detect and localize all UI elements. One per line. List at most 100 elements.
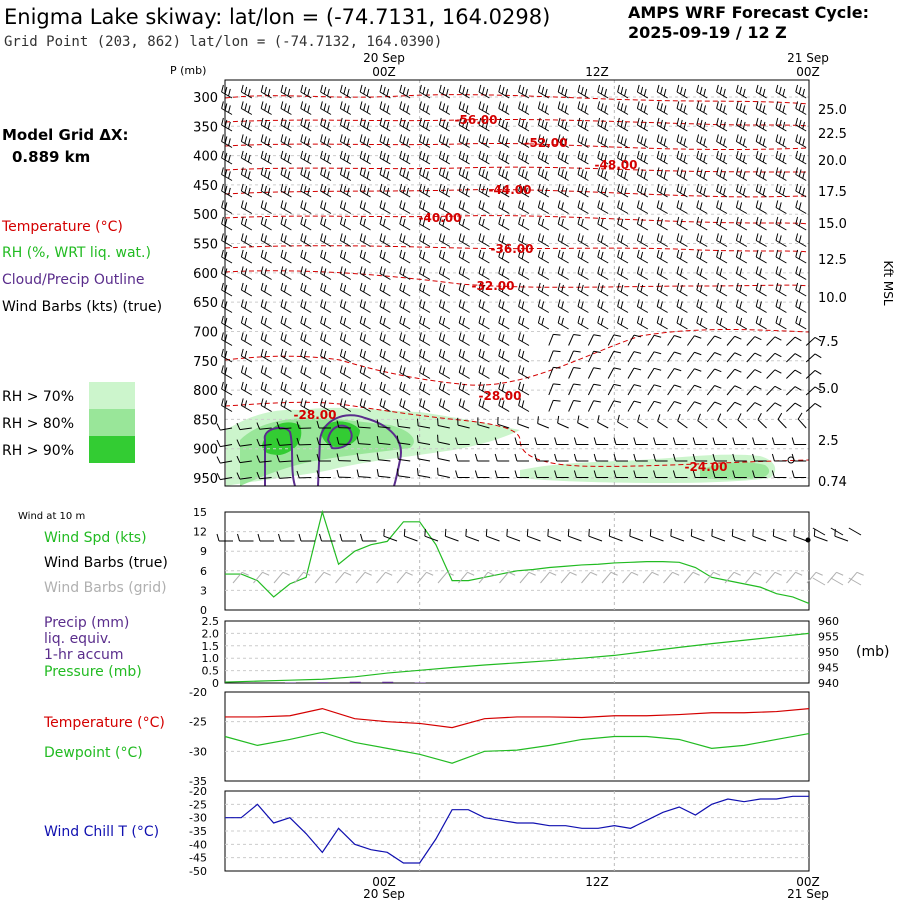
wind-barb xyxy=(221,150,224,159)
wind-barb xyxy=(359,216,363,225)
wind-barb xyxy=(640,185,644,194)
wind-barb xyxy=(320,108,332,115)
wind-barb xyxy=(505,187,508,196)
wind-barb xyxy=(498,207,510,214)
wind-barb xyxy=(221,306,233,313)
wind-barb xyxy=(481,383,485,392)
wind-barb xyxy=(458,124,470,132)
wind-barb xyxy=(679,86,683,95)
wind-barb xyxy=(221,108,233,115)
wind-barb xyxy=(657,420,668,429)
wind-barb xyxy=(438,183,442,192)
wind-barb xyxy=(363,152,366,161)
bottom-tick-00z-1: 00Z xyxy=(372,875,396,889)
wind-barb xyxy=(600,268,604,276)
wind-spd-label: Wind Spd (kts) xyxy=(44,530,147,546)
wind-barb xyxy=(498,84,502,93)
wind-barb xyxy=(593,437,597,445)
wind-barb xyxy=(216,472,221,480)
wind10m-grid-barb xyxy=(437,571,448,584)
wind-barb xyxy=(795,101,799,109)
wind-barb xyxy=(643,121,647,130)
wind-barb xyxy=(716,223,728,231)
wind-barb xyxy=(607,334,615,346)
wind-barb xyxy=(379,117,383,126)
wind10m-grid-barb xyxy=(642,571,653,584)
wind-barb xyxy=(735,183,739,192)
wind-barb xyxy=(366,187,370,196)
wind-barb xyxy=(300,216,304,225)
wind-barb xyxy=(501,350,505,359)
wind-barb xyxy=(501,152,505,161)
wind-barb xyxy=(597,266,601,274)
wind10m-grid-barb xyxy=(282,571,290,576)
wind-barb xyxy=(221,141,233,148)
wind-barb xyxy=(597,91,609,99)
wind-barb xyxy=(739,284,743,293)
wind-barb xyxy=(399,348,403,357)
wind-barb xyxy=(541,251,545,260)
wind-barb xyxy=(244,350,248,359)
wind-barb xyxy=(346,171,350,179)
wind-barb xyxy=(399,183,403,192)
wind-barb xyxy=(359,91,371,99)
pressure-tick-label: 350 xyxy=(193,120,218,135)
wind-barb xyxy=(458,223,470,231)
wind10m-grid-barb xyxy=(405,571,413,576)
wind-barb xyxy=(561,268,564,276)
wind-barb xyxy=(538,273,550,280)
wind-barb xyxy=(537,249,541,258)
wind-barb xyxy=(735,150,739,159)
wind-barb xyxy=(755,299,759,307)
wind-barb xyxy=(577,306,589,313)
wind10m-grid-barb xyxy=(713,571,721,576)
wind-barb xyxy=(613,367,622,370)
wind-barb xyxy=(241,108,253,115)
wind10m-grid-barb xyxy=(355,571,366,584)
wind-barb xyxy=(346,154,350,163)
wind-barb xyxy=(399,315,403,324)
wind-barb xyxy=(739,251,743,260)
temp-frame xyxy=(224,691,810,782)
wind-barb xyxy=(580,235,584,243)
wind-tick-label: 12 xyxy=(193,526,207,539)
wind10m-grid-barb xyxy=(314,571,325,584)
wind-barb xyxy=(742,187,746,196)
wind-barb xyxy=(742,171,746,179)
wind-barb xyxy=(442,202,446,210)
temperature-contour-label: -48.00 xyxy=(595,158,638,172)
wind-barbs-true-label: Wind Barbs (true) xyxy=(44,555,168,571)
wind-barb xyxy=(462,152,465,161)
wind10m-barb xyxy=(339,533,343,542)
wind-barb xyxy=(478,315,482,324)
wind-barb xyxy=(716,84,719,93)
wind-barb xyxy=(617,266,620,274)
wind-barb xyxy=(228,121,231,130)
wind-barb xyxy=(396,468,399,476)
wind-barb xyxy=(544,105,548,113)
wind-barb xyxy=(798,202,802,210)
wind-barb xyxy=(696,134,700,142)
wind-barb xyxy=(303,367,307,375)
wind10m-grid-barb xyxy=(581,571,591,584)
wind-barb xyxy=(805,386,816,396)
wind-barb xyxy=(240,282,244,291)
wind-barb xyxy=(679,218,683,227)
wind-barb xyxy=(660,103,663,111)
wind-barb xyxy=(501,185,505,194)
wind-barb xyxy=(382,202,386,210)
wind-barb xyxy=(795,141,807,148)
wind-barb xyxy=(759,185,762,194)
wind-barb xyxy=(379,207,391,214)
wind-barb xyxy=(802,187,805,196)
wind-barb xyxy=(221,266,224,274)
wind-barb xyxy=(735,266,739,274)
wind-barb xyxy=(320,306,332,313)
wind-barb xyxy=(287,88,291,97)
wind10m-barb xyxy=(319,533,322,542)
wind-barb xyxy=(617,174,629,181)
wind-barb xyxy=(300,167,304,175)
wind-barb xyxy=(778,218,782,227)
wind-barb xyxy=(378,426,391,429)
